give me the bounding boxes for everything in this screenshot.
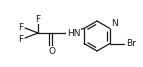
Text: HN: HN	[67, 28, 81, 38]
Text: F: F	[18, 23, 23, 31]
Text: N: N	[111, 18, 118, 27]
Text: F: F	[18, 35, 23, 43]
Text: F: F	[35, 14, 41, 24]
Text: O: O	[48, 47, 55, 56]
Text: Br: Br	[126, 39, 136, 48]
